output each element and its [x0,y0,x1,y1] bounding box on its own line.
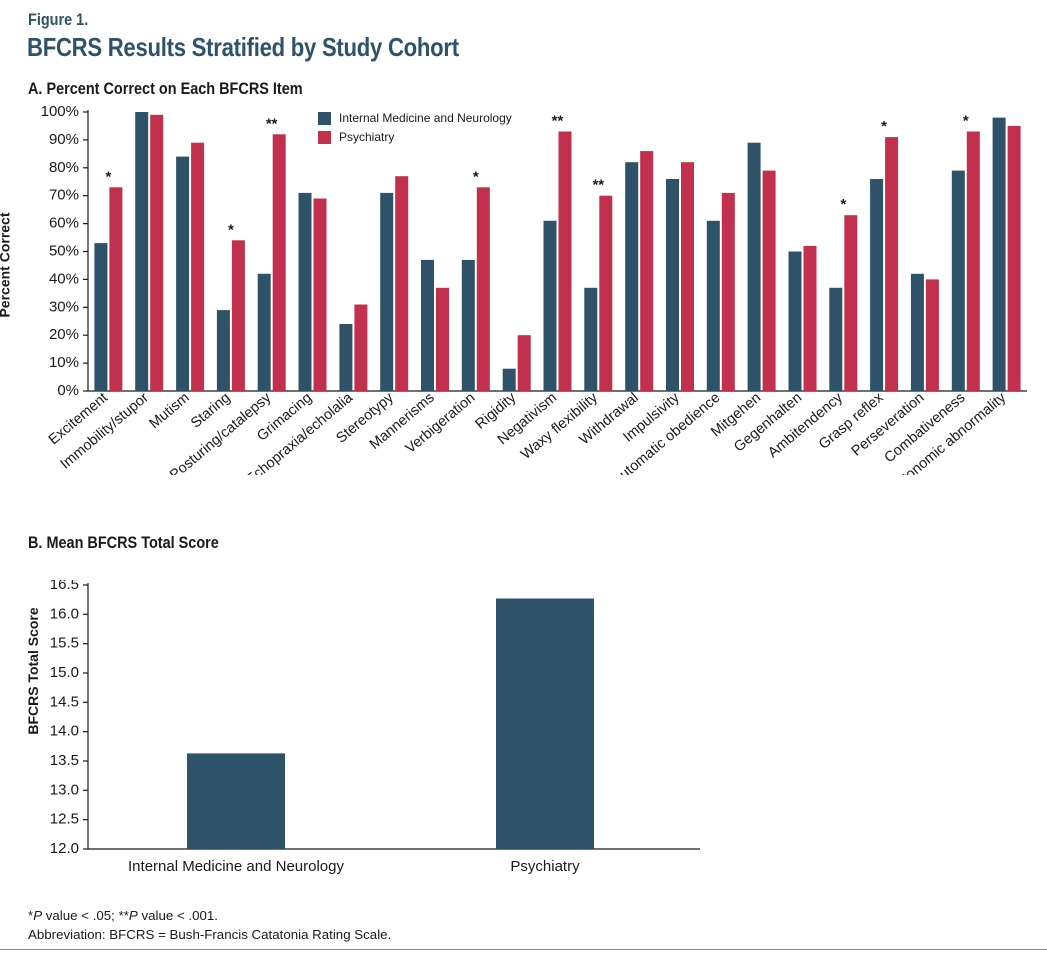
svg-text:*: * [473,168,479,185]
svg-text:Psychiatry: Psychiatry [510,858,580,875]
svg-text:50%: 50% [49,243,79,260]
svg-text:*: * [881,118,887,135]
svg-text:Mutism: Mutism [147,390,193,432]
svg-text:Internal Medicine and Neurolog: Internal Medicine and Neurology [128,858,344,875]
svg-text:100%: 100% [41,103,79,120]
svg-text:*: * [105,168,111,185]
svg-text:60%: 60% [49,215,79,232]
svg-text:*: * [963,113,969,130]
svg-text:14.5: 14.5 [50,693,79,710]
svg-text:12.0: 12.0 [50,840,79,857]
svg-text:12.5: 12.5 [50,811,79,828]
svg-text:15.5: 15.5 [50,635,79,652]
svg-text:14.0: 14.0 [50,723,79,740]
svg-text:15.0: 15.0 [50,664,79,681]
svg-text:16.5: 16.5 [50,580,79,593]
svg-text:13.5: 13.5 [50,752,79,769]
svg-text:70%: 70% [49,187,79,204]
svg-text:*: * [228,221,234,238]
svg-text:30%: 30% [49,298,79,315]
svg-text:40%: 40% [49,270,79,287]
svg-text:*: * [840,196,846,213]
svg-text:13.0: 13.0 [50,781,79,798]
svg-text:10%: 10% [49,354,79,371]
svg-text:16.0: 16.0 [50,605,79,622]
svg-text:90%: 90% [49,131,79,148]
svg-text:**: ** [592,177,604,194]
svg-text:**: ** [266,115,278,132]
svg-text:**: ** [552,113,564,130]
svg-text:0%: 0% [57,382,79,399]
svg-text:20%: 20% [49,326,79,343]
svg-text:80%: 80% [49,159,79,176]
